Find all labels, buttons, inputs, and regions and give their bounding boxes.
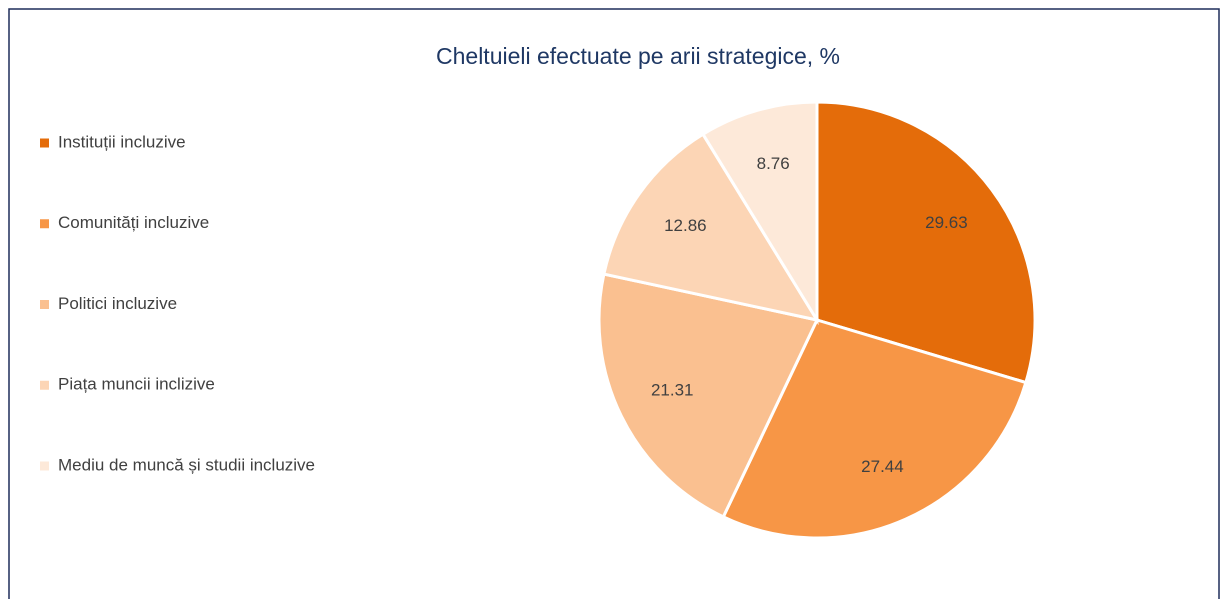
- legend-swatch: [40, 138, 49, 148]
- pie-slice: [700, 100, 819, 326]
- data-label: 21.31: [651, 381, 694, 400]
- legend-swatch: [40, 461, 49, 471]
- legend-swatch: [40, 380, 49, 390]
- data-label: 29.63: [925, 213, 968, 232]
- pie-slice: [597, 272, 820, 519]
- legend-label: Mediu de muncă și studii incluzive: [58, 455, 315, 474]
- data-label: 8.76: [757, 154, 790, 173]
- chart-title: Cheltuieli efectuate pe arii strategice,…: [436, 43, 840, 69]
- pie-slice: [815, 100, 1037, 385]
- legend-swatch: [40, 219, 49, 229]
- pie-slice: [721, 318, 1028, 540]
- legend-swatch: [40, 300, 49, 309]
- legend-label: Politici incluzive: [58, 294, 177, 313]
- legend-label: Piața muncii inclizive: [58, 375, 215, 394]
- data-label: 27.44: [861, 457, 904, 476]
- data-label: 12.86: [664, 216, 707, 235]
- pie-slice: [602, 132, 821, 323]
- legend-label: Instituții incluzive: [58, 132, 186, 151]
- legend-label: Comunități incluzive: [58, 213, 209, 232]
